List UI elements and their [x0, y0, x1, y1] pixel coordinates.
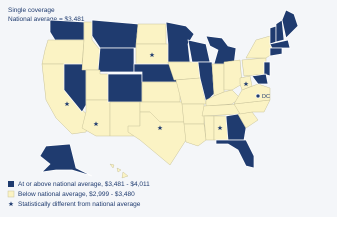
dc-label: DC [262, 94, 270, 100]
dc-marker [255, 93, 261, 99]
subtitle: National average = $3,481 [8, 16, 85, 23]
title: Single coverage [8, 7, 55, 14]
map-figure: Single coverage National average = $3,48… [0, 0, 337, 217]
legend-label: At or above national average, $3,481 - $… [18, 181, 150, 188]
legend-label: Statistically different from national av… [18, 201, 141, 208]
legend-label: Below national average, $2,999 - $3,480 [18, 191, 135, 198]
legend-swatch [7, 190, 15, 198]
legend-swatch [8, 181, 14, 187]
us-map: DC [39, 9, 299, 179]
legend: At or above national average, $3,481 - $… [7, 181, 150, 208]
